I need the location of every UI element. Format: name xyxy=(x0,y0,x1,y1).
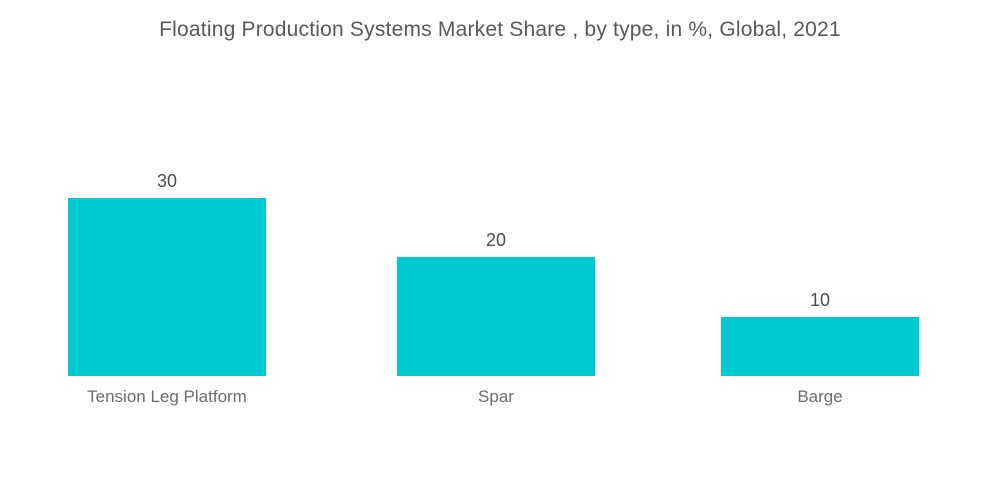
bar-group-tension-leg-platform: 30 Tension Leg Platform xyxy=(68,171,266,405)
category-label-spar: Spar xyxy=(478,387,514,406)
chart-title: Floating Production Systems Market Share… xyxy=(159,18,841,41)
value-label-spar: 20 xyxy=(485,230,507,250)
bar-tension-leg-platform xyxy=(68,198,266,376)
value-label-tension-leg-platform: 30 xyxy=(156,171,178,191)
value-label-barge: 10 xyxy=(809,290,831,310)
bar-spar xyxy=(397,257,595,376)
bar-barge xyxy=(721,317,919,376)
bar-group-spar: 20 Spar xyxy=(397,230,595,405)
category-label-barge: Barge xyxy=(797,387,843,406)
bar-group-barge: 10 Barge xyxy=(721,290,919,405)
plot-area: 30 Tension Leg Platform 20 Spar 10 Barge xyxy=(68,171,919,405)
category-label-tension-leg-platform: Tension Leg Platform xyxy=(87,387,247,406)
